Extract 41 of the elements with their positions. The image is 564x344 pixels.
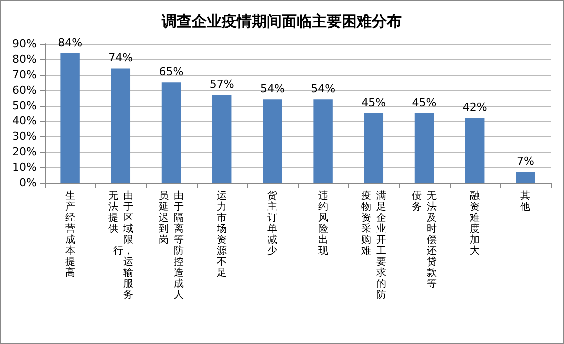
data-label: 45% — [412, 96, 437, 110]
data-label: 42% — [462, 101, 488, 114]
chart-title: 调查企业疫情期间面临主要困难分布 — [161, 12, 402, 30]
y-tick-label: 80% — [12, 52, 37, 66]
y-tick-label: 20% — [12, 146, 37, 159]
x-tick-label: 货主订单减少 — [268, 191, 278, 257]
category-label: 由于区域限行，运输服务无法提供 — [108, 191, 134, 301]
x-tick-label: 运力市场资源不足 — [217, 191, 228, 279]
data-label: 45% — [362, 96, 386, 110]
x-tick-label: 其他 — [520, 191, 531, 213]
bar — [414, 114, 434, 183]
x-tick-label: 违约风险出现 — [318, 191, 328, 257]
data-label: 54% — [311, 82, 336, 96]
bar — [162, 82, 182, 183]
bar — [111, 68, 131, 183]
x-tick-label: 生产经营成本提高 — [65, 191, 76, 279]
y-tick-label: 30% — [12, 130, 37, 144]
data-label: 84% — [58, 36, 83, 50]
y-tick-label: 70% — [12, 68, 37, 82]
bar — [212, 94, 232, 183]
data-label: 7% — [516, 155, 534, 168]
bar — [60, 53, 80, 183]
category-label: 满足企业开工要求的防疫物资采购难 — [361, 191, 386, 301]
bar — [465, 118, 485, 183]
y-tick-label: 40% — [12, 114, 37, 128]
data-label: 57% — [210, 78, 234, 91]
data-label: 54% — [260, 82, 285, 96]
data-label: 74% — [108, 52, 134, 65]
x-tick-label: 融资难度加大 — [470, 191, 480, 257]
y-tick-label: 50% — [12, 99, 37, 112]
y-tick-label: 90% — [12, 38, 37, 50]
bar — [314, 100, 333, 183]
y-tick-label: 0% — [20, 176, 37, 190]
bar — [516, 172, 536, 183]
bar — [364, 114, 384, 183]
y-tick-label: 10% — [12, 161, 37, 174]
y-tick-label: 60% — [12, 84, 37, 97]
category-label: 由于隔离等防控造成人员延迟到岗 — [159, 191, 184, 301]
data-label: 65% — [159, 66, 184, 79]
category-label: 无法及时偿还贷款等债务 — [412, 191, 437, 290]
bar — [263, 100, 282, 183]
